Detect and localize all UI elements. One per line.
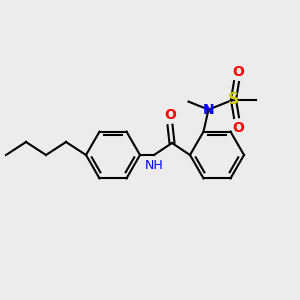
Text: O: O	[232, 121, 244, 135]
Text: NH: NH	[145, 159, 164, 172]
Text: O: O	[164, 108, 176, 122]
Text: S: S	[228, 92, 239, 107]
Text: N: N	[203, 103, 214, 117]
Text: O: O	[232, 64, 244, 79]
